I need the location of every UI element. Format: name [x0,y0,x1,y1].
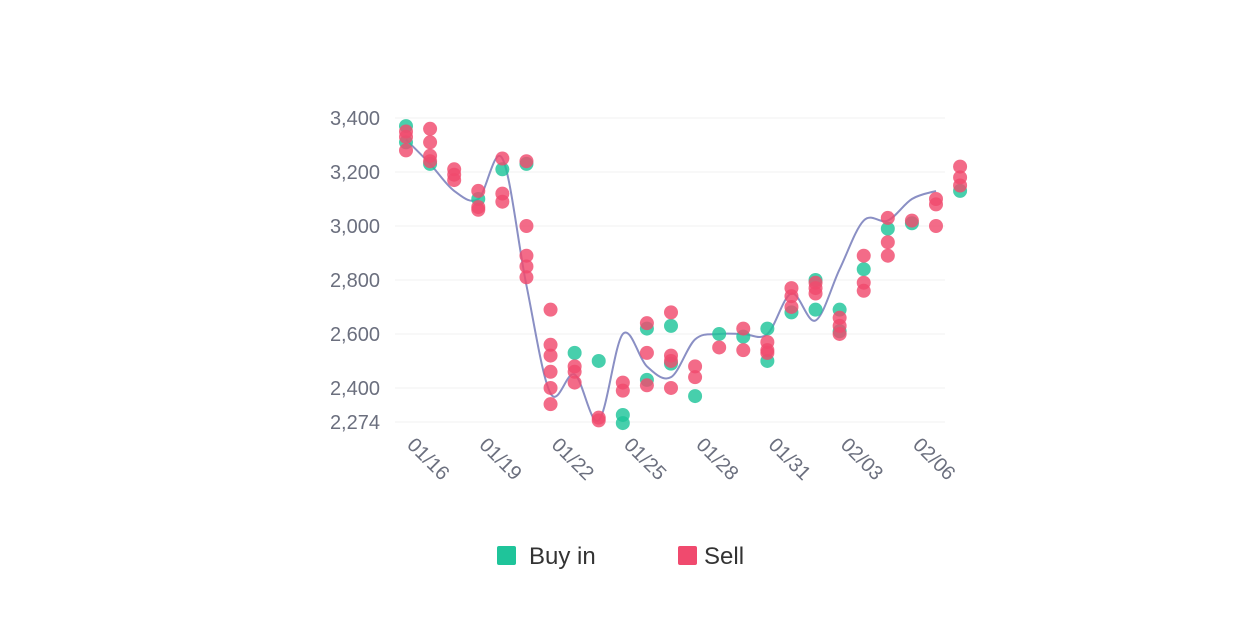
sell-point[interactable] [736,321,751,336]
sell-point[interactable] [856,283,871,298]
sell-point[interactable] [664,353,678,368]
buy-in-point[interactable] [712,326,727,341]
sell-point[interactable] [880,235,895,250]
sell-point[interactable] [664,305,678,320]
x-tick-label: 01/22 [547,434,598,485]
buy-in-point[interactable] [760,321,775,336]
sell-point[interactable] [639,316,654,331]
x-tick-label: 01/19 [475,434,526,485]
sell-point[interactable] [447,173,462,188]
sell-point[interactable] [880,210,895,225]
sell-point[interactable] [760,345,775,360]
sell-point[interactable] [639,345,654,360]
buy-in-point[interactable] [495,162,510,177]
buy-in-point[interactable] [615,416,630,431]
sell-point[interactable] [688,359,703,374]
sell-point[interactable] [880,248,895,263]
y-tick-label: 2,400 [330,378,380,400]
sell-point[interactable] [615,383,630,398]
y-tick-label: 2,800 [330,270,380,292]
x-tick-label: 02/03 [836,434,887,485]
sell-point[interactable] [471,200,486,215]
legend-swatch-buy-in[interactable] [497,546,516,565]
sell-point[interactable] [543,364,558,379]
x-axis: 01/16 01/19 01/22 01/25 01/28 01/31 02/03 02/06 [402,434,959,485]
sell-point[interactable] [519,218,534,233]
sell-point[interactable] [495,194,510,209]
sell-point[interactable] [543,380,558,395]
buy-in-point[interactable] [567,345,582,360]
sell-point[interactable] [688,370,703,385]
sell-point[interactable] [929,218,943,233]
sell-point[interactable] [929,197,943,212]
sell-point[interactable] [953,178,968,193]
sell-point[interactable] [399,143,413,158]
sell-point[interactable] [471,183,486,198]
sell-point[interactable] [519,259,534,274]
sell-point[interactable] [495,151,510,166]
y-tick-label: 3,400 [330,108,380,130]
sell-point[interactable] [736,343,751,358]
buy-in-point[interactable] [591,353,606,368]
sell-point[interactable] [784,299,799,314]
sell-point[interactable] [399,129,413,144]
sell-point[interactable] [519,270,534,285]
x-tick-label: 01/31 [764,434,815,485]
sell-point[interactable] [543,302,558,317]
legend[interactable]: Buy in Sell [497,543,744,570]
sell-point[interactable] [567,364,582,379]
sell-point[interactable] [953,159,968,174]
points-layer [399,119,968,431]
sell-point[interactable] [519,154,534,169]
x-tick-label: 01/25 [619,434,670,485]
y-tick-label: 2,274 [330,412,380,434]
buy-in-point[interactable] [688,389,703,404]
sell-point[interactable] [784,289,799,304]
buy-in-point[interactable] [808,302,823,317]
buy-in-point[interactable] [856,262,871,277]
legend-swatch-sell[interactable] [678,546,697,565]
y-tick-label: 3,200 [330,162,380,184]
sell-point[interactable] [639,378,654,393]
y-tick-label: 3,000 [330,216,380,238]
sell-point[interactable] [543,348,558,363]
y-axis: 3,400 3,200 3,000 2,800 2,600 2,400 2,274 [330,108,380,434]
sell-point[interactable] [856,248,871,263]
y-tick-label: 2,600 [330,324,380,346]
sell-point[interactable] [423,121,438,136]
sell-point[interactable] [591,410,606,425]
legend-label-buy-in[interactable]: Buy in [529,543,596,570]
sell-point[interactable] [519,248,534,263]
sell-point[interactable] [543,337,558,352]
buy-in-point[interactable] [880,221,895,236]
sell-point[interactable] [423,135,438,150]
sell-point[interactable] [712,340,727,355]
sell-point[interactable] [423,154,438,169]
sell-point[interactable] [808,286,823,301]
x-tick-label: 01/28 [692,434,743,485]
legend-label-sell[interactable]: Sell [704,543,744,570]
buy-in-point[interactable] [664,318,678,333]
sell-point[interactable] [832,326,847,341]
sell-point[interactable] [664,380,678,395]
x-tick-label: 02/06 [908,434,959,485]
sell-point[interactable] [904,213,919,228]
sell-point[interactable] [567,375,582,390]
x-tick-label: 01/16 [402,434,453,485]
sell-point[interactable] [543,397,558,412]
